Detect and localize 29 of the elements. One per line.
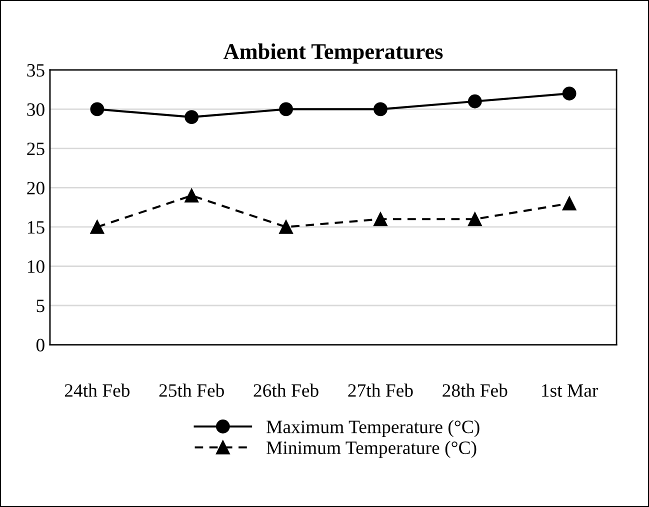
point	[184, 110, 199, 124]
point	[279, 220, 293, 234]
x-tick-label: 1st Mar	[542, 384, 598, 397]
point	[562, 196, 576, 210]
y-tick-label: 35	[27, 64, 44, 77]
point	[562, 86, 576, 100]
chart-title: Ambient Temperatures	[223, 43, 443, 64]
x-tick-label: 28th Feb	[442, 384, 508, 397]
y-tick-label: 10	[28, 260, 44, 273]
point	[184, 188, 199, 203]
point	[279, 102, 293, 116]
point	[468, 212, 482, 226]
y-tick-label: 5	[36, 300, 44, 312]
point	[374, 102, 388, 116]
x-tick-label: 26th Feb	[254, 384, 318, 397]
y-tick-label: 15	[28, 221, 44, 234]
point	[90, 220, 104, 234]
point	[468, 94, 482, 108]
x-tick-label: 24th Feb	[64, 384, 130, 397]
point	[374, 212, 388, 226]
point	[90, 102, 104, 116]
legend-label: Minimum Temperature (°C)	[266, 440, 476, 458]
legend-label: Maximum Temperature (°C)	[266, 420, 480, 438]
y-tick-label: 30	[27, 103, 44, 116]
y-tick-label: 25	[27, 142, 44, 156]
x-tick-label: 27th Feb	[348, 384, 413, 397]
y-tick-label: 0	[36, 338, 44, 352]
y-tick-label: 20	[27, 182, 44, 194]
x-tick-label: 25th Feb	[159, 384, 224, 397]
